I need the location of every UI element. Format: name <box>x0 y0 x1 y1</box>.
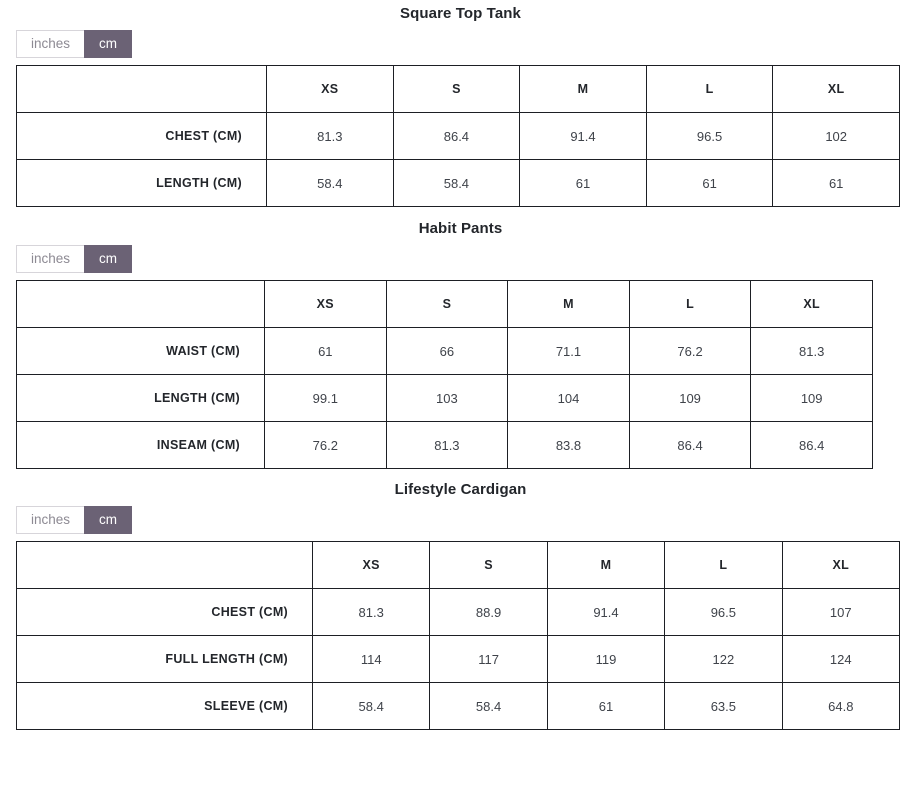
table-row: CHEST (CM) 81.3 86.4 91.4 96.5 102 <box>16 112 900 160</box>
unit-toggle-wrapper: inches cm <box>0 21 921 65</box>
measurement-value-cell: 61 <box>546 682 666 730</box>
table-row: LENGTH (CM) 99.1 103 104 109 109 <box>16 374 873 422</box>
unit-toggle-cm[interactable]: cm <box>84 30 133 58</box>
table-header-row: XS S M L XL <box>16 280 873 328</box>
measurement-value-cell: 58.4 <box>392 159 521 207</box>
size-column-header: S <box>392 65 521 113</box>
table-row: SLEEVE (CM) 58.4 58.4 61 63.5 64.8 <box>16 682 901 730</box>
unit-toggle-wrapper: inches cm <box>0 497 921 541</box>
size-column-header: M <box>507 280 630 328</box>
size-column-header: XS <box>311 541 431 589</box>
measurement-value-cell: 63.5 <box>664 682 783 730</box>
unit-toggle-inches[interactable]: inches <box>16 245 85 273</box>
measurement-value-cell: 109 <box>750 374 873 422</box>
measurement-value-cell: 71.1 <box>507 327 630 375</box>
measurement-value-cell: 86.4 <box>392 112 521 160</box>
chart-title: Lifestyle Cardigan <box>394 481 527 498</box>
table-corner-cell <box>16 541 313 589</box>
table-header-row: XS S M L XL <box>16 65 900 113</box>
measurement-value-cell: 91.4 <box>519 112 647 160</box>
measurement-value-cell: 109 <box>628 374 752 422</box>
measurement-row-label: LENGTH (CM) <box>16 374 265 422</box>
chart-title: Habit Pants <box>418 220 503 237</box>
measurement-value-cell: 58.4 <box>429 682 548 730</box>
measurement-value-cell: 64.8 <box>781 682 901 730</box>
size-column-header: M <box>519 65 647 113</box>
size-chart-block: Lifestyle Cardigan inches cm XS S M L XL CHEST (… <box>0 469 921 730</box>
size-chart-block: Square Top Tank inches cm XS S M L XL CHEST (CM)… <box>0 0 921 207</box>
measurement-value-cell: 102 <box>772 112 900 160</box>
measurement-value-cell: 61 <box>645 159 774 207</box>
measurement-row-label: SLEEVE (CM) <box>16 682 313 730</box>
size-column-header: XS <box>266 65 394 113</box>
size-column-header: L <box>664 541 783 589</box>
measurement-value-cell: 96.5 <box>645 112 774 160</box>
size-column-header: XS <box>264 280 387 328</box>
unit-toggle[interactable]: inches cm <box>16 245 133 273</box>
measurement-value-cell: 119 <box>546 635 666 683</box>
size-column-header: M <box>546 541 666 589</box>
size-column-header: S <box>429 541 548 589</box>
measurement-value-cell: 86.4 <box>750 421 873 469</box>
size-table: XS S M L XL CHEST (CM) 81.3 86.4 91.4 96.5 102 LENG… <box>16 65 900 207</box>
measurement-value-cell: 58.4 <box>266 159 394 207</box>
size-column-header: S <box>385 280 509 328</box>
measurement-value-cell: 81.3 <box>750 327 873 375</box>
measurement-value-cell: 76.2 <box>264 421 387 469</box>
unit-toggle-cm[interactable]: cm <box>84 245 133 273</box>
measurement-value-cell: 66 <box>385 327 509 375</box>
measurement-value-cell: 61 <box>519 159 647 207</box>
size-chart-block: Habit Pants inches cm XS S M L XL WAIST (CM) 61 66… <box>0 207 921 469</box>
measurement-value-cell: 122 <box>664 635 783 683</box>
table-corner-cell <box>16 280 265 328</box>
size-table: XS S M L XL CHEST (CM) 81.3 88.9 91.4 96.5 107 FULL… <box>16 541 901 730</box>
unit-toggle-inches[interactable]: inches <box>16 30 85 58</box>
measurement-value-cell: 81.3 <box>266 112 394 160</box>
measurement-value-cell: 91.4 <box>546 588 666 636</box>
measurement-row-label: LENGTH (CM) <box>16 159 267 207</box>
measurement-value-cell: 103 <box>385 374 509 422</box>
measurement-value-cell: 117 <box>429 635 548 683</box>
table-row: FULL LENGTH (CM) 114 117 119 122 124 <box>16 635 901 683</box>
size-column-header: L <box>628 280 752 328</box>
measurement-row-label: INSEAM (CM) <box>16 421 265 469</box>
table-header-row: XS S M L XL <box>16 541 901 589</box>
measurement-row-label: FULL LENGTH (CM) <box>16 635 313 683</box>
unit-toggle-inches[interactable]: inches <box>16 506 85 534</box>
measurement-value-cell: 88.9 <box>429 588 548 636</box>
measurement-value-cell: 81.3 <box>311 588 431 636</box>
measurement-row-label: CHEST (CM) <box>16 112 267 160</box>
measurement-value-cell: 104 <box>507 374 630 422</box>
table-corner-cell <box>16 65 267 113</box>
table-row: WAIST (CM) 61 66 71.1 76.2 81.3 <box>16 327 873 375</box>
measurement-value-cell: 81.3 <box>385 421 509 469</box>
measurement-value-cell: 61 <box>772 159 900 207</box>
measurement-value-cell: 114 <box>311 635 431 683</box>
size-charts-page: Square Top Tank inches cm XS S M L XL CHEST (CM)… <box>0 0 921 730</box>
measurement-row-label: CHEST (CM) <box>16 588 313 636</box>
unit-toggle[interactable]: inches cm <box>16 30 133 58</box>
measurement-value-cell: 58.4 <box>311 682 431 730</box>
measurement-value-cell: 99.1 <box>264 374 387 422</box>
measurement-value-cell: 96.5 <box>664 588 783 636</box>
chart-title: Square Top Tank <box>400 5 521 22</box>
size-column-header: L <box>645 65 774 113</box>
measurement-value-cell: 86.4 <box>628 421 752 469</box>
measurement-value-cell: 76.2 <box>628 327 752 375</box>
measurement-value-cell: 61 <box>264 327 387 375</box>
size-column-header: XL <box>781 541 901 589</box>
measurement-row-label: WAIST (CM) <box>16 327 265 375</box>
table-row: CHEST (CM) 81.3 88.9 91.4 96.5 107 <box>16 588 901 636</box>
size-column-header: XL <box>750 280 873 328</box>
size-table: XS S M L XL WAIST (CM) 61 66 71.1 76.2 81.3 LENGTH … <box>16 280 873 469</box>
measurement-value-cell: 107 <box>781 588 901 636</box>
table-row: INSEAM (CM) 76.2 81.3 83.8 86.4 86.4 <box>16 421 873 469</box>
table-row: LENGTH (CM) 58.4 58.4 61 61 61 <box>16 159 900 207</box>
measurement-value-cell: 83.8 <box>507 421 630 469</box>
unit-toggle-cm[interactable]: cm <box>84 506 133 534</box>
unit-toggle[interactable]: inches cm <box>16 506 133 534</box>
size-column-header: XL <box>772 65 900 113</box>
unit-toggle-wrapper: inches cm <box>0 236 921 280</box>
measurement-value-cell: 124 <box>781 635 901 683</box>
